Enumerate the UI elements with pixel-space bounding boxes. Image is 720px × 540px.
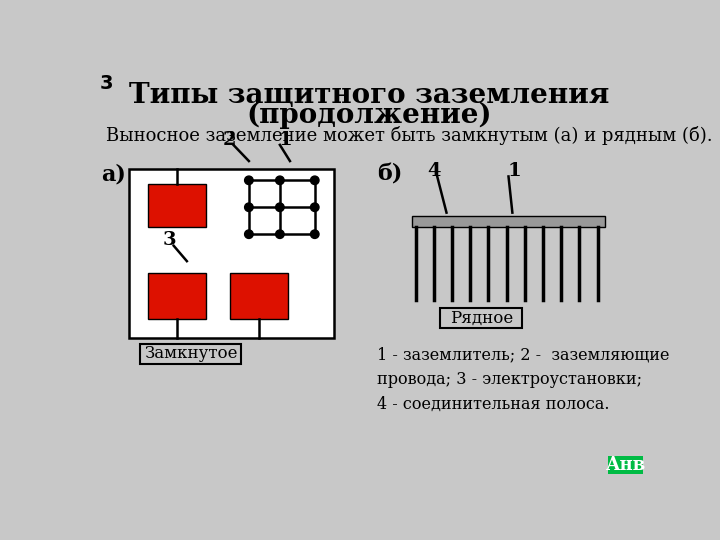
- Text: Замкнутое: Замкнутое: [144, 345, 238, 362]
- Text: 3: 3: [163, 231, 176, 249]
- Bar: [140, 343, 241, 363]
- Bar: [129, 168, 334, 338]
- Text: 1 - заземлитель; 2 -  заземляющие
провода; 3 - электроустановки;
4 - соединитель: 1 - заземлитель; 2 - заземляющие провода…: [377, 346, 670, 413]
- Text: Анв: Анв: [606, 456, 646, 474]
- Bar: [230, 273, 287, 319]
- Circle shape: [245, 203, 253, 212]
- Circle shape: [245, 176, 253, 185]
- Text: 4: 4: [428, 162, 441, 180]
- Text: Типы защитного заземления: Типы защитного заземления: [129, 82, 609, 109]
- Circle shape: [245, 230, 253, 239]
- Circle shape: [276, 176, 284, 185]
- Bar: [148, 184, 206, 226]
- Text: Выносное заземление может быть замкнутым (а) и рядным (б).: Выносное заземление может быть замкнутым…: [106, 126, 712, 145]
- Text: 3: 3: [99, 74, 113, 93]
- Text: Рядное: Рядное: [450, 309, 513, 327]
- Text: а): а): [102, 164, 127, 185]
- Bar: [148, 273, 206, 319]
- Bar: [412, 215, 606, 226]
- Text: 1: 1: [279, 131, 292, 149]
- Circle shape: [310, 203, 319, 212]
- Bar: [608, 456, 644, 475]
- Circle shape: [276, 230, 284, 239]
- Circle shape: [276, 203, 284, 212]
- Text: 2: 2: [222, 131, 236, 149]
- Text: (продолжение): (продолжение): [246, 102, 492, 129]
- Text: б): б): [377, 164, 402, 185]
- Circle shape: [310, 176, 319, 185]
- Bar: [441, 308, 522, 328]
- Circle shape: [310, 230, 319, 239]
- Text: 1: 1: [508, 162, 521, 180]
